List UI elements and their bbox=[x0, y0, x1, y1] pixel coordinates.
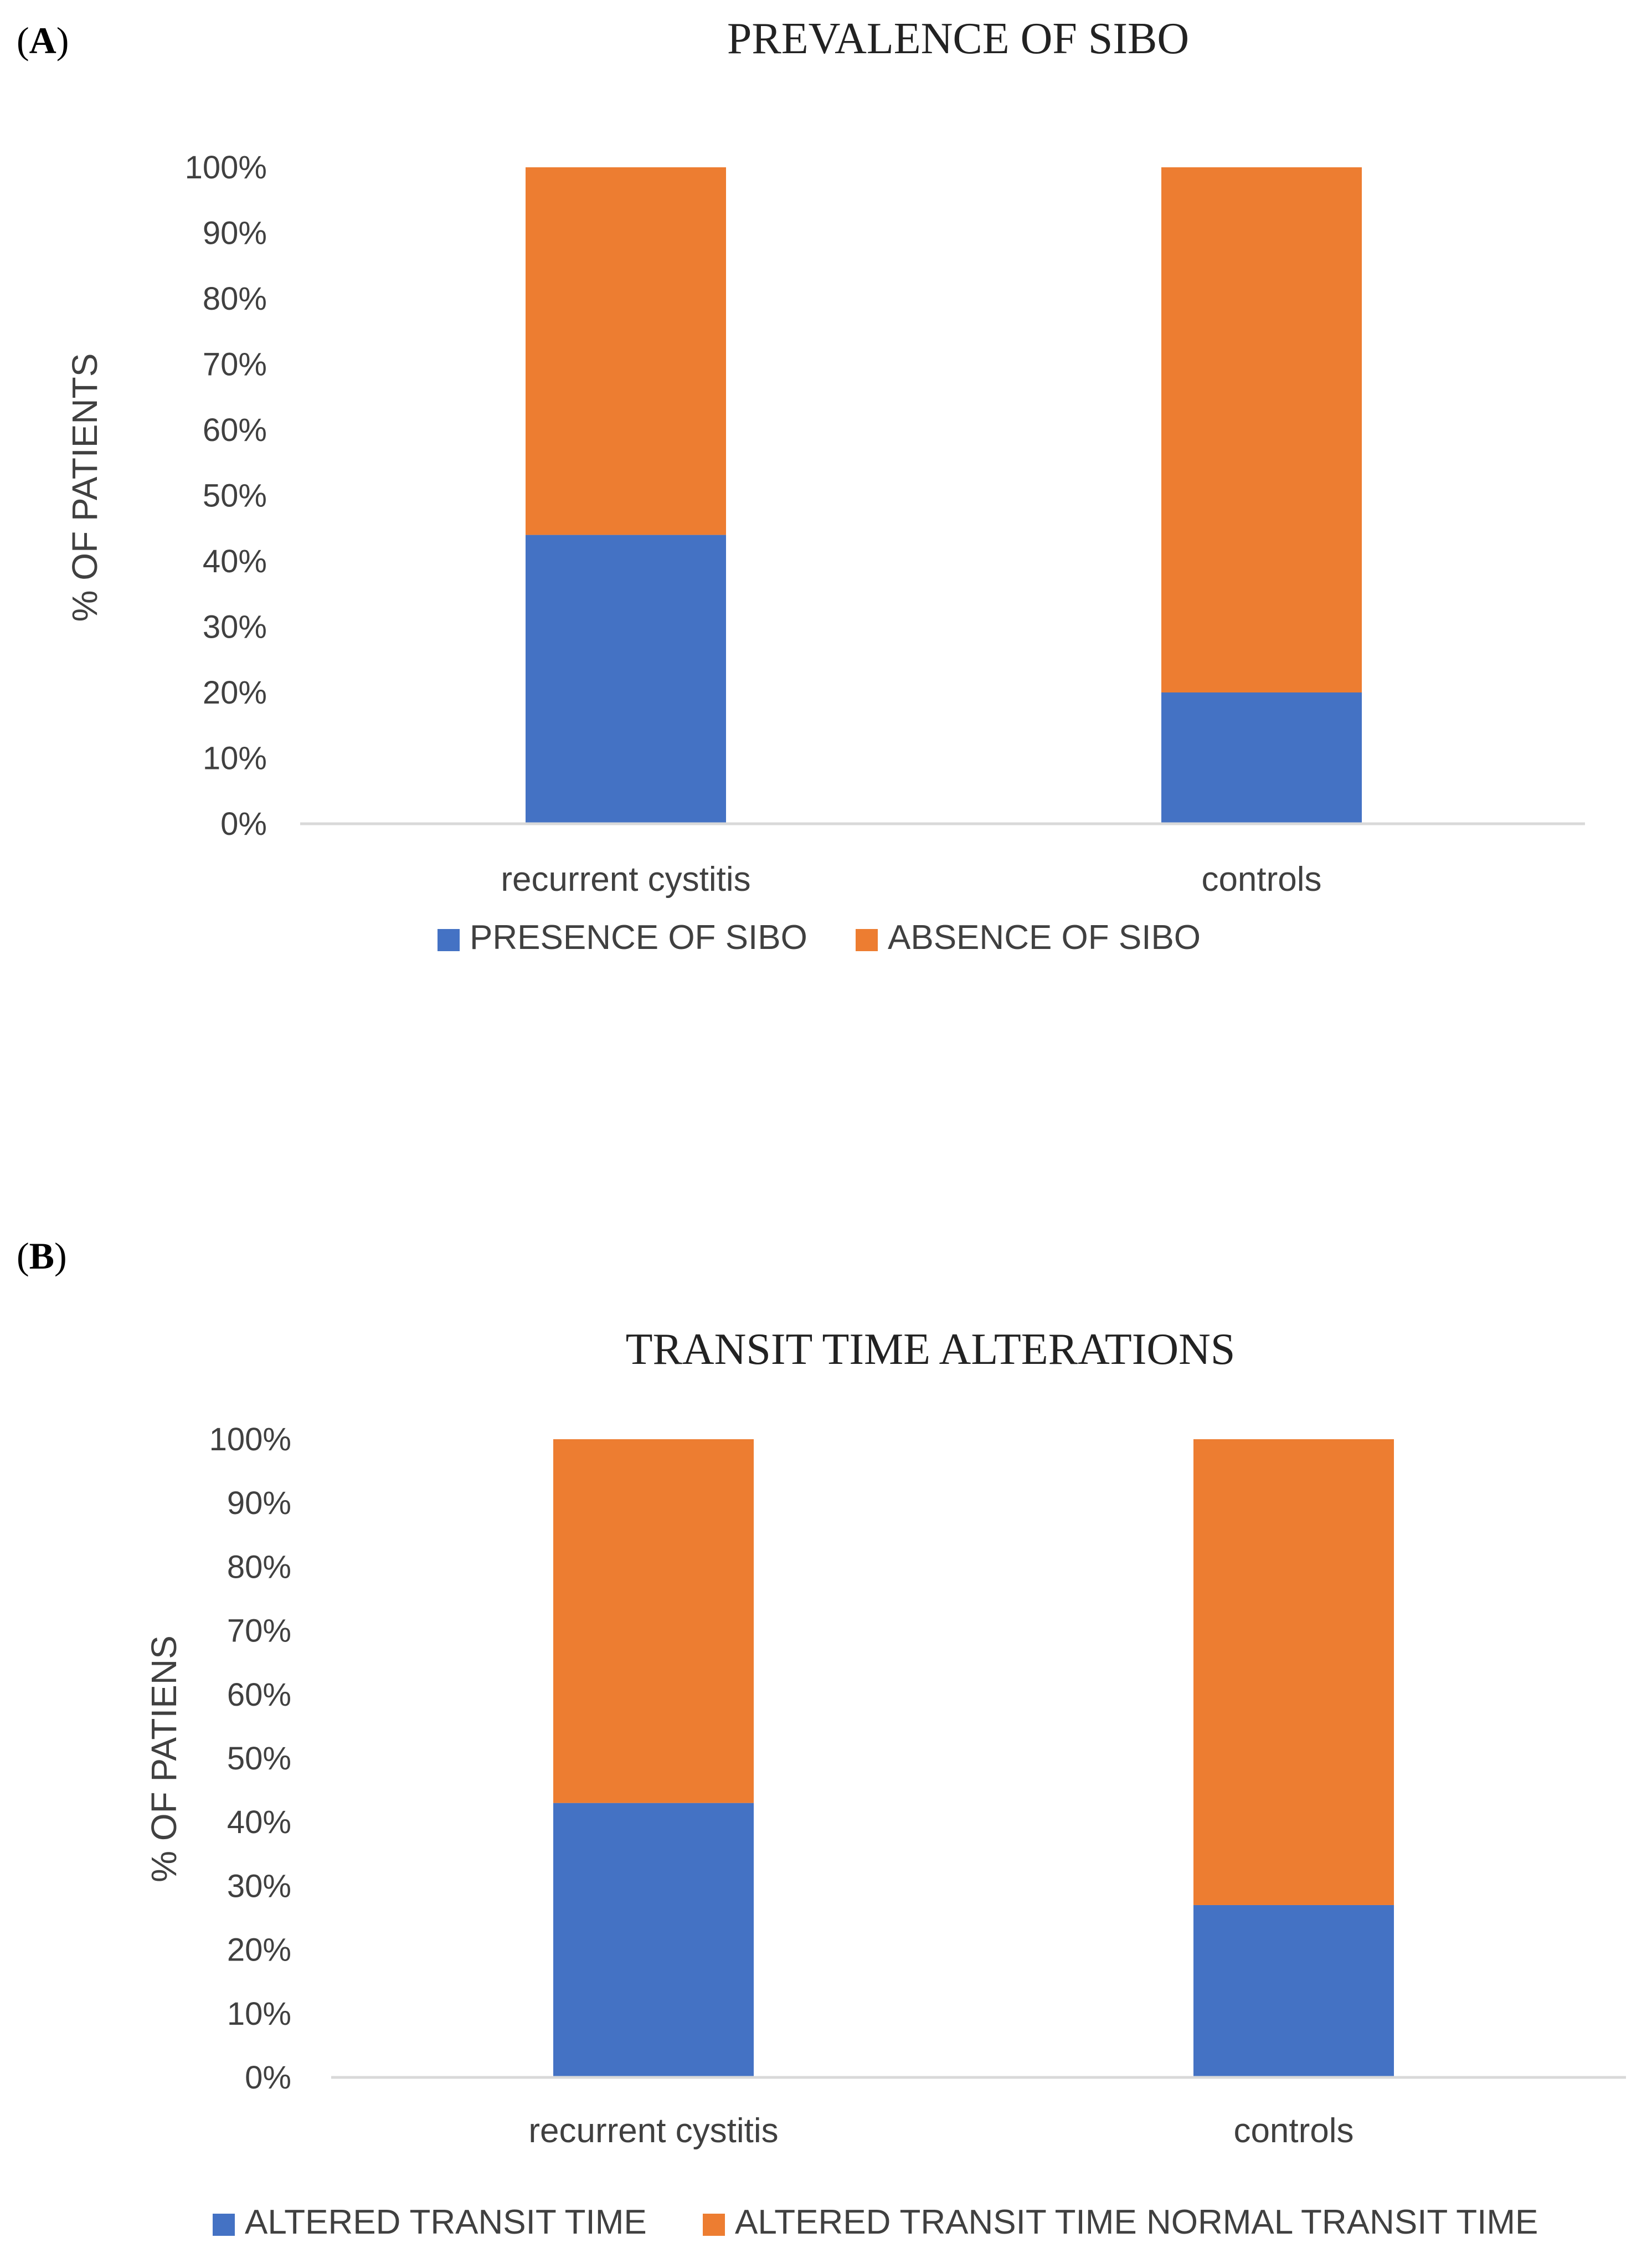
chart-b-bar-controls-altered-transit-time bbox=[1193, 1905, 1394, 2077]
chart-transit-time-alterations: TRANSIT TIME ALTERATIONS % OF PATIENS 0%… bbox=[144, 1325, 1626, 2241]
chart-b-y-tick-label: 40% bbox=[227, 1804, 291, 1840]
chart-b-title: TRANSIT TIME ALTERATIONS bbox=[626, 1325, 1236, 1374]
chart-a-y-tick-label: 80% bbox=[203, 281, 267, 317]
chart-a-legend-swatch bbox=[856, 929, 878, 951]
chart-b-category-labels: recurrent cystitis controls bbox=[528, 2112, 1353, 2150]
chart-b-y-tick-label: 80% bbox=[227, 1549, 291, 1585]
chart-b-category-label: recurrent cystitis bbox=[528, 2112, 778, 2150]
panel-b-letter: B bbox=[29, 1235, 54, 1277]
chart-b-y-ticks: 0% 10% 20% 30% 40% 50% 60% 70% 80% 90% 100% bbox=[209, 1421, 291, 2096]
chart-a-y-tick-label: 100% bbox=[185, 150, 267, 186]
chart-b-y-tick-label: 30% bbox=[227, 1868, 291, 1904]
panel-label-a: (A) bbox=[17, 19, 69, 61]
chart-a-bar-controls-presence-of-sibo bbox=[1161, 692, 1362, 824]
chart-a-category-labels: recurrent cystitis controls bbox=[501, 860, 1321, 899]
chart-b-legend-label: ALTERED TRANSIT TIME bbox=[245, 2203, 647, 2241]
chart-a-bar-recurrent-cystitis-absence-of-sibo bbox=[526, 167, 726, 535]
chart-b-legend: ALTERED TRANSIT TIME ALTERED TRANSIT TIME… bbox=[213, 2203, 1538, 2241]
chart-a-legend-label: PRESENCE OF SIBO bbox=[470, 918, 807, 957]
chart-b-category-label: controls bbox=[1233, 2112, 1353, 2150]
chart-b-y-tick-label: 60% bbox=[227, 1677, 291, 1713]
chart-b-legend-swatch bbox=[213, 2214, 235, 2236]
chart-b-y-tick-label: 50% bbox=[227, 1741, 291, 1777]
chart-b-legend-label: ALTERED TRANSIT TIME NORMAL TRANSIT TIME bbox=[735, 2203, 1538, 2241]
panel-a-paren-close: ) bbox=[56, 19, 69, 61]
chart-b-y-tick-label: 10% bbox=[227, 1996, 291, 2032]
chart-b-y-axis-title: % OF PATIENS bbox=[144, 1635, 184, 1882]
chart-a-y-tick-label: 60% bbox=[203, 412, 267, 448]
chart-a-y-tick-label: 10% bbox=[203, 741, 267, 777]
panel-a-letter: A bbox=[29, 19, 56, 61]
chart-b-y-tick-label: 70% bbox=[227, 1613, 291, 1649]
chart-b-y-tick-label: 100% bbox=[209, 1421, 291, 1457]
chart-a-y-tick-label: 0% bbox=[220, 806, 267, 842]
chart-a-y-tick-label: 30% bbox=[203, 609, 267, 645]
chart-a-y-tick-label: 50% bbox=[203, 478, 267, 514]
chart-a-title: PREVALENCE OF SIBO bbox=[727, 14, 1189, 63]
panel-b-paren-close: ) bbox=[54, 1235, 67, 1277]
chart-a-y-tick-label: 40% bbox=[203, 543, 267, 579]
chart-b-bar-recurrent-cystitis-altered-transit-time bbox=[553, 1803, 754, 2077]
chart-b-legend-swatch bbox=[703, 2214, 725, 2236]
chart-a-y-tick-label: 90% bbox=[203, 215, 267, 252]
chart-b-y-tick-label: 0% bbox=[245, 2060, 291, 2096]
chart-a-category-label: controls bbox=[1201, 860, 1321, 899]
panel-a-paren-open: ( bbox=[17, 19, 29, 61]
chart-a-bar-controls-absence-of-sibo bbox=[1161, 167, 1362, 692]
chart-b-bar-recurrent-cystitis-altered-transit-time-normal-transit-time bbox=[553, 1439, 754, 1803]
chart-b-y-tick-label: 20% bbox=[227, 1932, 291, 1968]
chart-a-bars bbox=[526, 167, 1362, 824]
chart-a-y-axis-title: % OF PATIENTS bbox=[65, 353, 105, 622]
chart-a-y-tick-label: 70% bbox=[203, 347, 267, 383]
chart-a-y-ticks: 0% 10% 20% 30% 40% 50% 60% 70% 80% 90% 100% bbox=[185, 150, 267, 842]
chart-a-category-label: recurrent cystitis bbox=[501, 860, 750, 899]
chart-a-legend-label: ABSENCE OF SIBO bbox=[888, 918, 1201, 957]
chart-a-y-tick-label: 20% bbox=[203, 675, 267, 711]
chart-b-bar-controls-altered-transit-time-normal-transit-time bbox=[1193, 1439, 1394, 1905]
chart-b-y-tick-label: 90% bbox=[227, 1485, 291, 1521]
chart-prevalence-of-sibo: PREVALENCE OF SIBO % OF PATIENTS 0% 10% 20… bbox=[65, 14, 1585, 957]
chart-b-bars bbox=[553, 1439, 1394, 2077]
panel-b-paren-open: ( bbox=[17, 1235, 29, 1277]
chart-a-legend-swatch bbox=[438, 929, 460, 951]
chart-a-bar-recurrent-cystitis-presence-of-sibo bbox=[526, 535, 726, 824]
chart-a-legend: PRESENCE OF SIBO ABSENCE OF SIBO bbox=[438, 918, 1201, 957]
panel-label-b: (B) bbox=[17, 1235, 67, 1277]
